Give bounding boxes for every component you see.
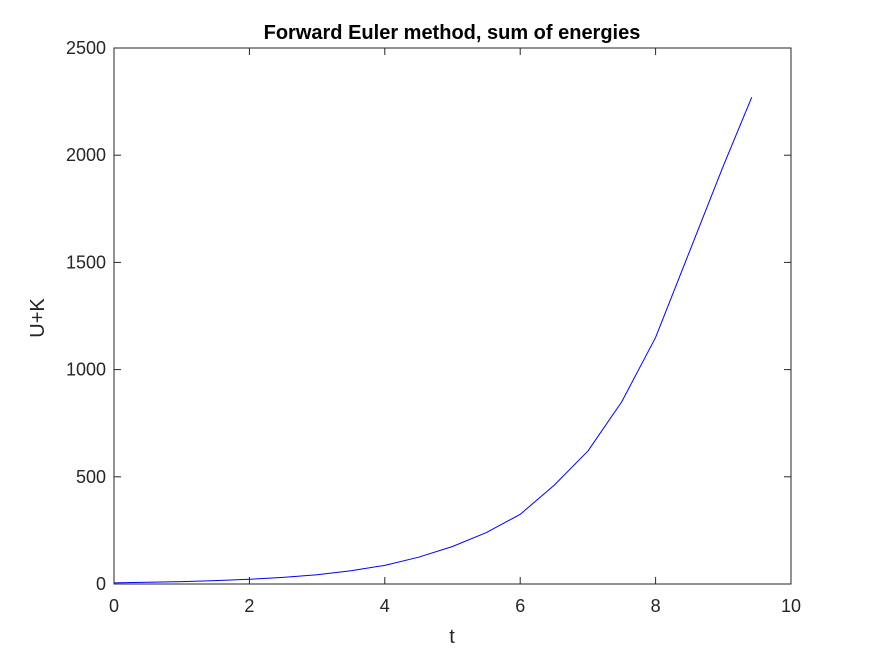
y-tick-label: 2000 [66, 145, 106, 165]
x-tick-label: 6 [515, 596, 525, 616]
plot-area: 0 2 4 6 8 10 0 500 1000 1500 2000 2500 [66, 38, 801, 616]
x-tick-label: 0 [109, 596, 119, 616]
x-tick-label: 8 [651, 596, 661, 616]
axes-box [113, 47, 792, 585]
y-axis-label: U+K [27, 298, 49, 338]
y-tick-label: 500 [76, 467, 106, 487]
chart-title: Forward Euler method, sum of energies [264, 22, 641, 44]
y-tick-label: 2500 [66, 38, 106, 58]
y-tick-label: 0 [96, 574, 106, 594]
x-tick-label: 10 [781, 596, 801, 616]
y-tick-label: 1000 [66, 360, 106, 380]
x-tick-label: 4 [380, 596, 390, 616]
x-axis-label: t [449, 626, 455, 648]
series-line [113, 97, 753, 584]
y-tick-label: 1500 [66, 252, 106, 272]
x-tick-label: 2 [244, 596, 254, 616]
